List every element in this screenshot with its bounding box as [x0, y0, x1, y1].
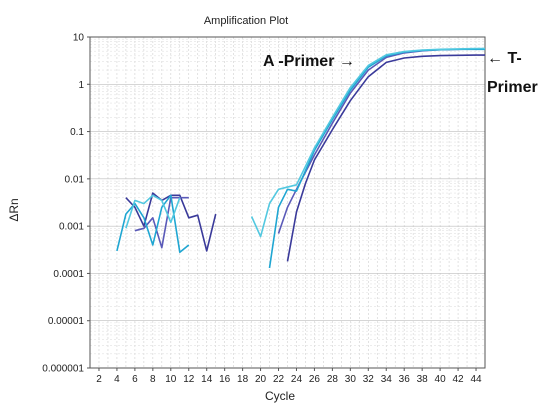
chart-title: Amplification Plot — [204, 15, 288, 27]
y-tick-label: 0.01 — [65, 174, 85, 185]
x-tick-label: 16 — [219, 374, 231, 385]
x-tick-label: 10 — [165, 374, 177, 385]
x-tick-label: 20 — [255, 374, 267, 385]
y-tick-label: 0.0001 — [53, 269, 84, 280]
x-tick-label: 44 — [470, 374, 482, 385]
annotation-a-primer: A -Primer → — [263, 53, 355, 70]
series-line-1-segment-2 — [286, 54, 485, 262]
x-axis-ticks: 2 4 6 8 10 12 14 16 18 20 22 24 26 28 30 32 34 36 38 40 42 44 — [96, 368, 482, 385]
x-tick-label: 18 — [237, 374, 249, 385]
x-tick-label: 12 — [183, 374, 195, 385]
x-tick-label: 38 — [417, 374, 429, 385]
x-axis-label: Cycle — [265, 389, 295, 403]
y-tick-label: 10 — [73, 33, 85, 44]
x-tick-label: 42 — [453, 374, 465, 385]
x-tick-label: 26 — [309, 374, 321, 385]
y-tick-label: 1 — [78, 80, 84, 91]
y-axis-ticks: 0.000001 0.00001 0.0001 0.001 0.01 0.1 1 10 — [42, 33, 90, 375]
series-line-4-segment-1 — [125, 194, 181, 229]
x-tick-label: 34 — [381, 374, 393, 385]
y-axis-label: ΔRn — [7, 198, 21, 221]
series-line-3-segment-1 — [116, 194, 190, 254]
x-tick-label: 6 — [132, 374, 138, 385]
x-tick-label: 36 — [399, 374, 411, 385]
y-tick-label: 0.00001 — [48, 316, 85, 327]
y-tick-label: 0.001 — [59, 222, 84, 233]
x-tick-label: 40 — [435, 374, 447, 385]
annotation-t-primer-line1: ← T- — [487, 50, 522, 67]
x-tick-label: 30 — [345, 374, 357, 385]
series-lines — [116, 47, 485, 269]
x-tick-label: 32 — [363, 374, 375, 385]
series-line-2-segment-2 — [277, 48, 485, 234]
x-tick-label: 2 — [96, 374, 102, 385]
x-tick-label: 22 — [273, 374, 285, 385]
series-line-4-segment-2 — [250, 47, 485, 238]
plot-area-frame — [89, 36, 486, 369]
x-tick-label: 24 — [291, 374, 303, 385]
annotation-t-primer-line2: Primer — [487, 79, 538, 96]
x-tick-label: 14 — [201, 374, 213, 385]
grid — [89, 37, 486, 369]
y-tick-label: 0.000001 — [42, 364, 84, 375]
x-tick-label: 8 — [150, 374, 156, 385]
x-tick-label: 28 — [327, 374, 339, 385]
y-tick-label: 0.1 — [70, 127, 84, 138]
x-tick-label: 4 — [114, 374, 120, 385]
